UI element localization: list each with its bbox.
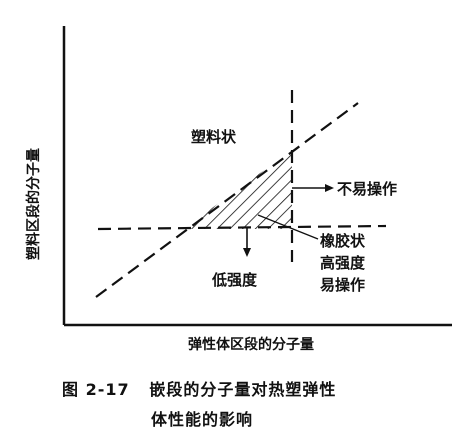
low-strength-label: 低强度 <box>211 271 258 289</box>
diagonal-boundary-line <box>95 102 359 298</box>
high-strength-label: 高强度 <box>320 254 366 272</box>
y-axis-label: 塑料区段的分子量 <box>25 148 42 260</box>
figure-caption-line1: 图 2-17 嵌段的分子量对热塑弹性 <box>0 376 469 400</box>
difficult-processing-label: 不易操作 <box>337 180 397 198</box>
horizontal-boundary-line <box>97 224 387 231</box>
figure-number: 图 2-17 <box>62 380 130 399</box>
arrowhead-difficult <box>325 184 334 192</box>
caption-text-2: 体性能的影响 <box>151 410 254 429</box>
plastic-region-label: 塑料状 <box>191 128 237 146</box>
leader-to-rubbery <box>257 214 319 240</box>
figure-caption-line2: 体性能的影响 <box>0 406 469 430</box>
rubbery-hatched-region <box>183 150 292 229</box>
rubbery-label: 橡胶状 <box>320 232 366 250</box>
caption-text-1: 嵌段的分子量对热塑弹性 <box>149 380 337 399</box>
x-axis-label: 弹性体区段的分子量 <box>188 336 314 353</box>
arrowhead-low-strength <box>243 248 251 257</box>
easy-processing-label: 易操作 <box>320 276 365 294</box>
